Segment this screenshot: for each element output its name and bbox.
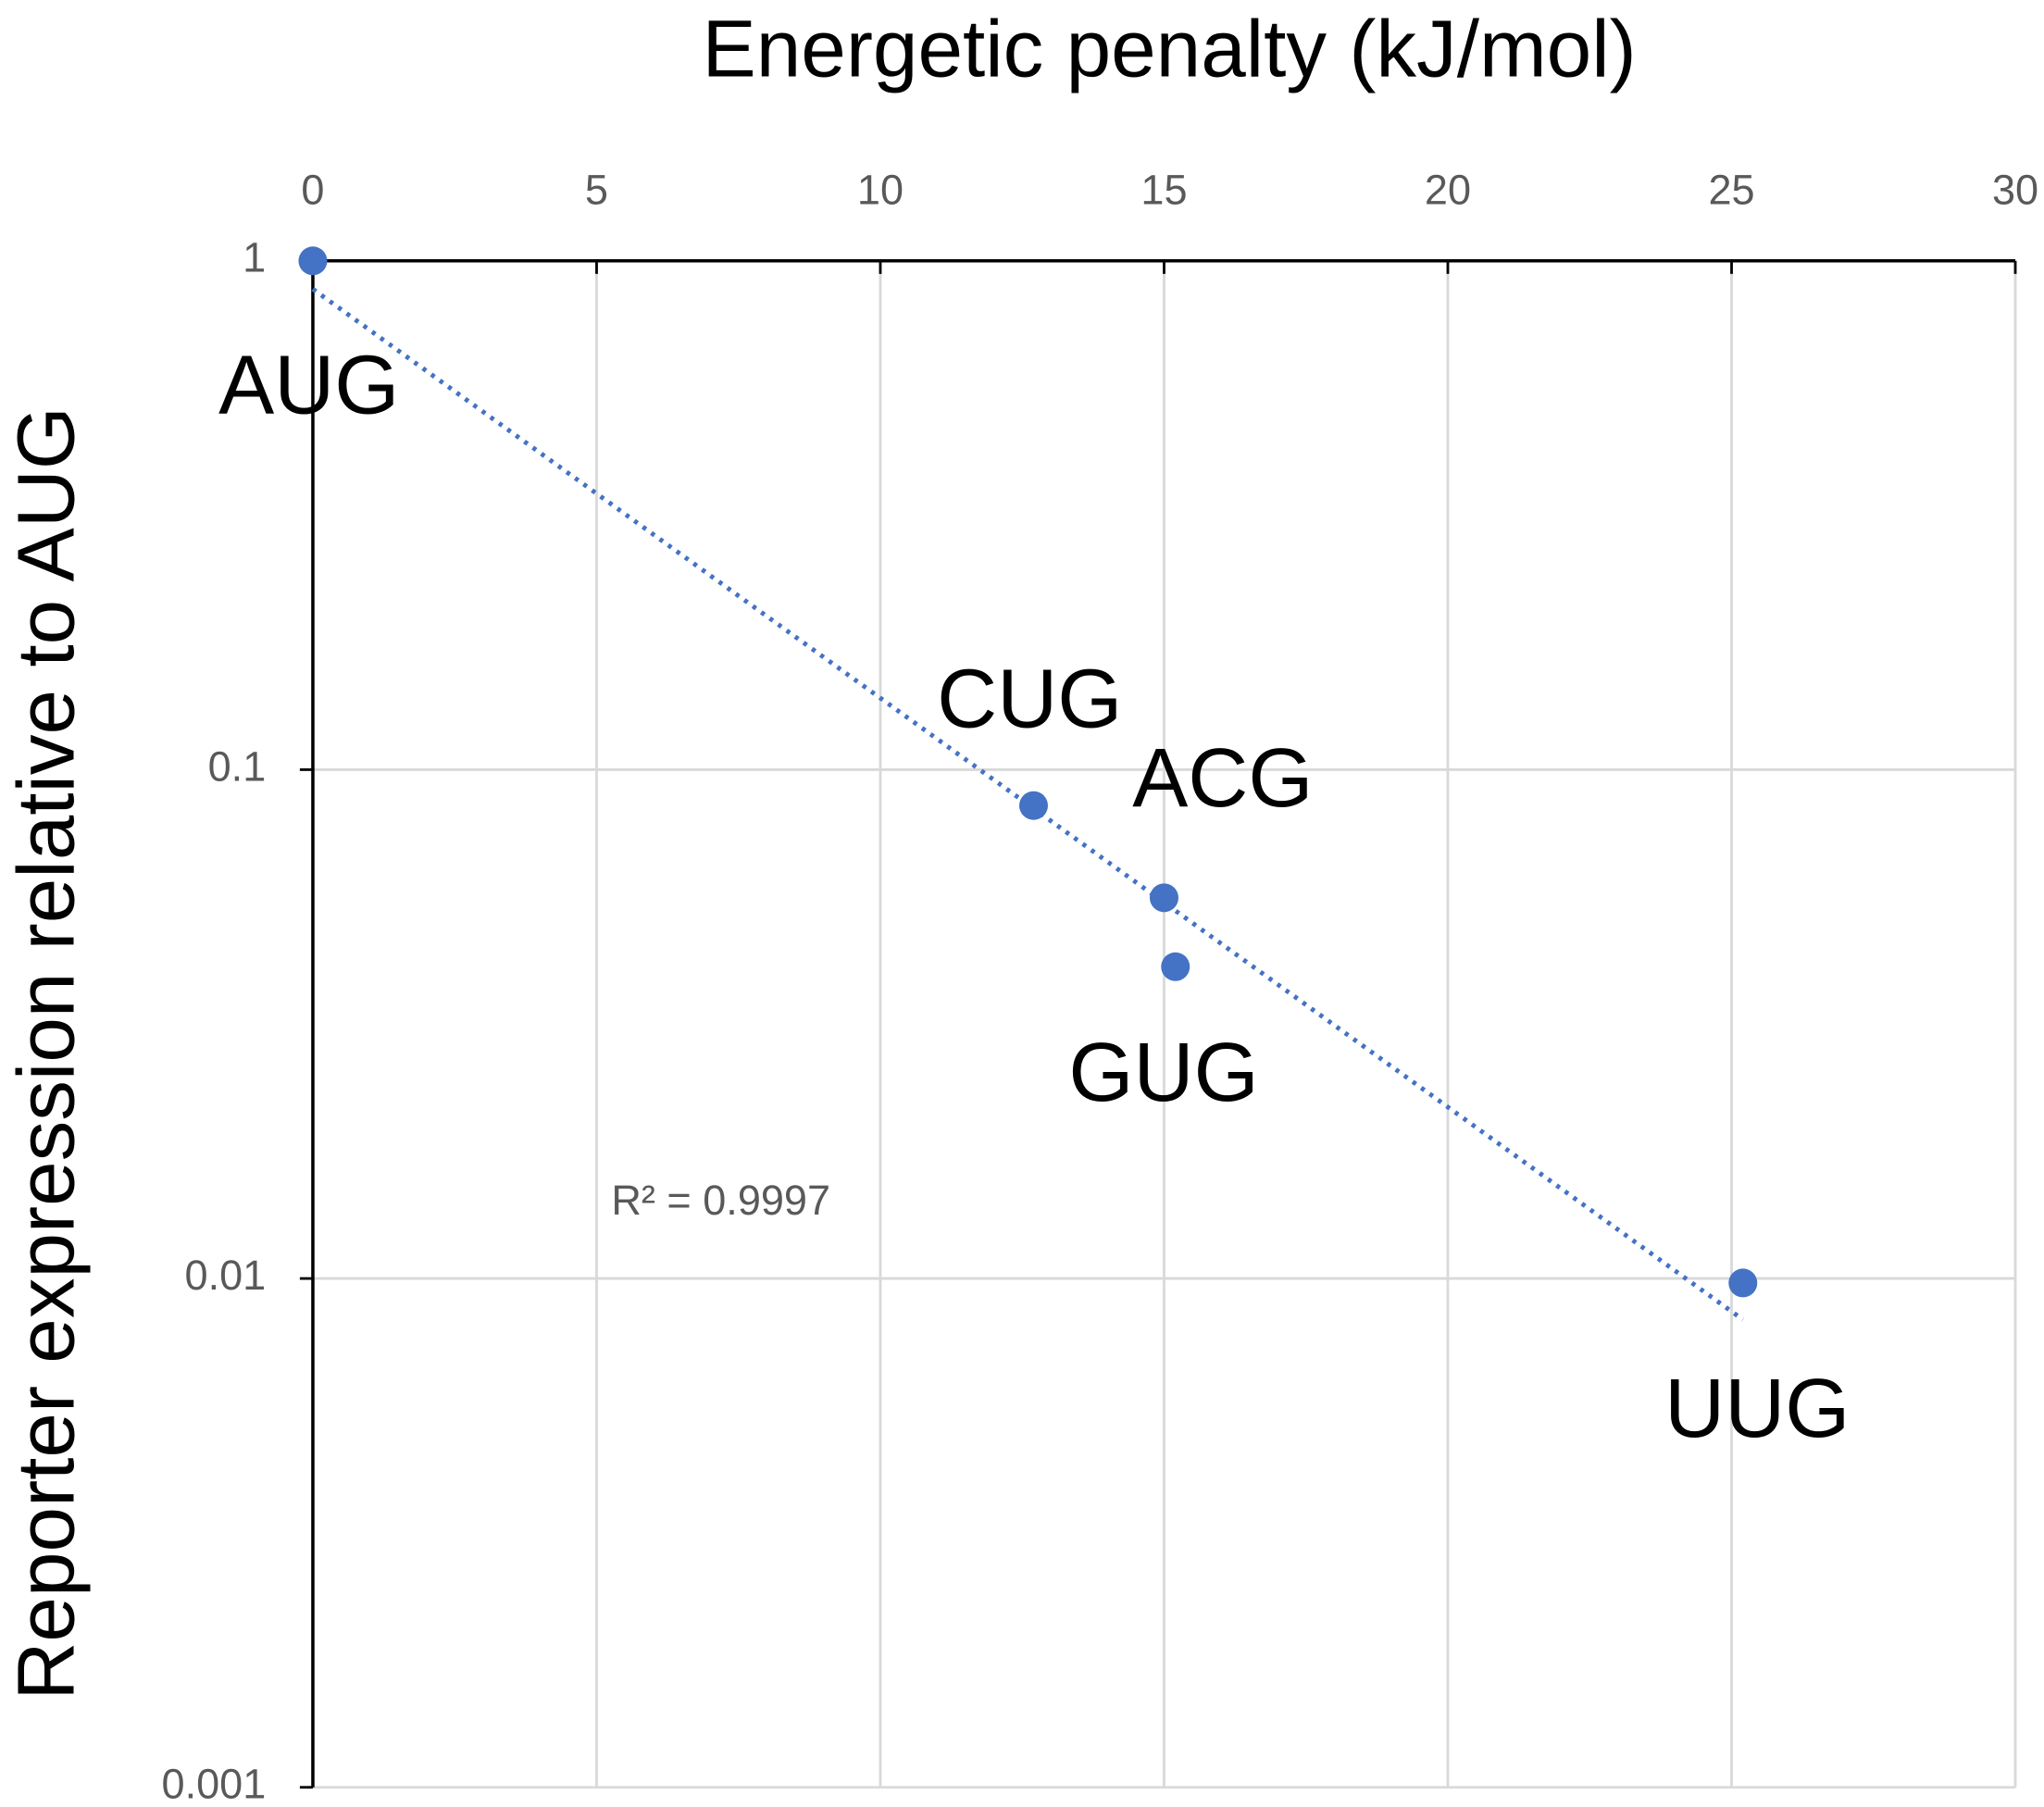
data-point	[1728, 1268, 1758, 1298]
point-label: CUG	[937, 653, 1122, 746]
point-label: AUG	[218, 338, 399, 431]
data-point	[1161, 952, 1190, 981]
y-axis-title: Reporter expression relative to AUG	[0, 406, 91, 1700]
point-label: UUG	[1664, 1362, 1850, 1455]
y-tick-label: 0.01	[185, 1252, 267, 1299]
y-tick-label: 0.1	[208, 742, 267, 790]
data-point	[1150, 883, 1178, 913]
data-point	[298, 246, 328, 276]
point-label: ACG	[1132, 731, 1313, 825]
y-tick-label: 1	[243, 234, 266, 281]
x-tick-label: 10	[857, 166, 904, 213]
x-tick-label: 15	[1140, 166, 1187, 213]
x-tick-label: 30	[1992, 166, 2038, 213]
data-point	[1019, 791, 1048, 820]
point-label: GUG	[1068, 1026, 1258, 1119]
x-tick-label: 25	[1708, 166, 1754, 213]
x-tick-label: 0	[301, 166, 324, 213]
trendline	[311, 287, 1745, 1322]
x-tick-label: 20	[1425, 166, 1471, 213]
trendline-equation: R² = 0.9997	[611, 1177, 830, 1224]
x-axis-title: Energetic penalty (kJ/mol)	[703, 3, 1637, 93]
y-tick-label: 0.001	[162, 1761, 267, 1807]
x-tick-label: 5	[585, 166, 608, 213]
